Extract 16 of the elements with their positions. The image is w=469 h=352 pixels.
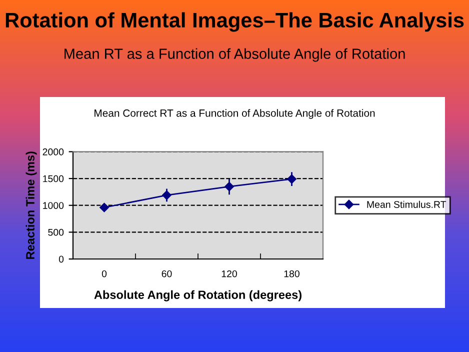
point — [100, 202, 109, 212]
text: Mean Correct RT as a Function of Absolute Angle of Rotation — [94, 109, 375, 119]
x-tick-label: 120 — [222, 270, 237, 278]
chart-title: Rotation of Mental Images–The Basic Analysis — [6, 12, 464, 32]
y-tick-label: 0 — [58, 256, 64, 263]
y-tick-label: 2000 — [42, 148, 64, 156]
y-tick-label: 1000 — [43, 202, 64, 209]
x-tick-label: 0 — [102, 270, 107, 278]
x-tick-label: 60 — [162, 270, 172, 278]
y-tick-label: 1500 — [43, 175, 64, 182]
x-axis-title: Absolute Angle of Rotation (degrees) — [94, 290, 302, 302]
x-tick-label: 180 — [284, 270, 300, 278]
y-tick-label: 500 — [48, 228, 64, 236]
legend-label: Mean Stimulus.RT — [367, 200, 446, 208]
y-axis-title: Reaction Time (ms) — [26, 152, 37, 259]
chart-subtitle: Mean RT as a Function of Absolute Angle of Rotation — [64, 48, 405, 62]
